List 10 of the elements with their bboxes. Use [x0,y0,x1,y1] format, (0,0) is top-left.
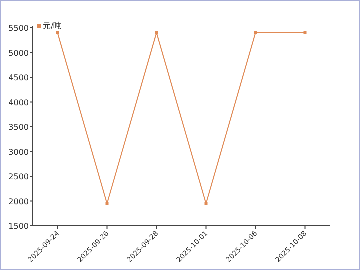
y-tick-label: 3500 [8,123,29,132]
y-tick-label: 4000 [8,98,29,108]
y-tick-label: 2500 [8,172,29,182]
legend-label: 元/吨 [43,22,62,30]
y-tick-label: 4500 [8,74,29,82]
y-tick-label: 2000 [8,197,29,206]
y-tick-label: 3000 [8,148,29,157]
y-tick-label: 5500 [8,24,29,33]
y-tick-label: 5000 [8,48,29,58]
y-tick-label: 1500 [8,222,29,231]
